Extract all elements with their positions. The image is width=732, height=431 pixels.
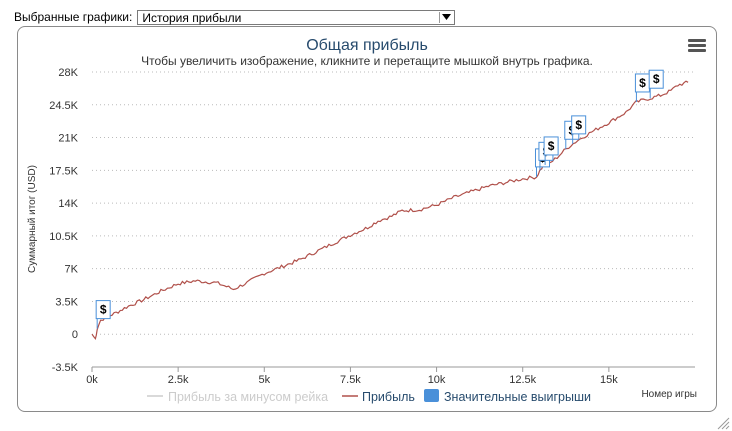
y-tick-label: 21K [58,133,78,145]
big-win-flag[interactable]: $ [571,115,587,144]
y-tick-label: 17.5K [49,165,78,177]
chart-selector-value: История прибыли [142,10,242,25]
y-axis-label: Суммарный итог (USD) [27,165,38,273]
chart-grid [92,71,695,368]
y-tick-label: 7K [65,264,79,276]
chart-series [91,80,689,341]
big-win-flag[interactable]: $ [648,69,664,99]
chevron-down-icon [439,11,453,23]
x-tick-label: 5k [258,374,270,386]
x-tick-label: 10k [428,374,446,386]
x-tick-label: 15k [600,374,618,386]
big-win-flag[interactable]: $ [634,73,650,102]
dollar-icon: $ [653,72,660,86]
chart-menu-icon[interactable] [688,39,706,55]
dollar-icon: $ [548,139,555,153]
y-tick-label: 28K [58,67,78,79]
y-tick-label: 10.5K [49,231,78,243]
y-tick-label: 14K [58,198,78,210]
big-win-flag[interactable]: $ [543,136,559,165]
x-tick-label: 7.5k [340,374,361,386]
chart-selector-label: Выбранные графики: [14,10,133,24]
big-wins-flags: $$$$$$$$ [95,69,664,329]
chart-title: Общая прибыль [306,37,428,54]
x-tick-label: 2.5k [168,374,189,386]
legend-item-profit[interactable]: Прибыль [342,390,415,404]
dollar-icon: $ [100,303,107,317]
chart-subtitle: Чтобы увеличить изображение, кликните и … [141,54,593,68]
y-tick-label: 24.5K [49,100,78,112]
x-tick-label: 0k [86,374,98,386]
x-axis-label: Номер игры [641,389,697,400]
legend-label-big-wins: Значительные выигрыши [444,390,591,404]
dollar-icon: $ [575,118,582,132]
x-tick-label: 12.5k [509,374,536,386]
legend-item-rake[interactable]: Прибыль за минусом рейка [147,390,328,404]
y-axis-ticks: -3.5K 0 3.5K 7K 10.5K 14K 17.5K 21K 24.5K 28K [49,67,78,374]
legend-item-big-wins[interactable]: Значительные выигрыши [424,389,591,404]
legend-label-rake: Прибыль за минусом рейка [168,390,328,404]
legend-label-profit: Прибыль [362,390,415,404]
chart-panel [17,26,717,412]
dollar-icon: $ [639,76,646,90]
resize-grip-icon[interactable] [716,416,730,430]
big-win-flag[interactable]: $ [95,300,111,329]
chart-selector-dropdown[interactable]: История прибыли [137,9,456,25]
series-line-profit [91,80,689,341]
y-tick-label: 3.5K [55,296,78,308]
y-tick-label: 0 [72,329,78,341]
y-tick-label: -3.5K [52,362,79,374]
x-axis-ticks: 0k 2.5k 5k 7.5k 10k 12.5k 15k [86,366,695,386]
chart-selector-bar: Выбранные графики: История прибыли [14,8,456,26]
chart-legend: Прибыль за минусом рейка Прибыль Значите… [147,389,591,404]
